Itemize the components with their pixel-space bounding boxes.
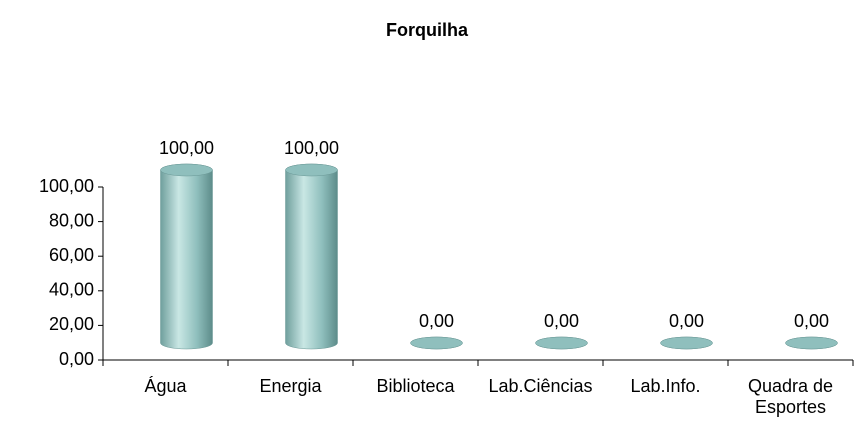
x-tick-label: Lab.Info.	[630, 376, 701, 396]
data-label: 100,00	[284, 138, 339, 158]
y-tick-label: 20,00	[49, 314, 94, 334]
y-tick-label: 0,00	[59, 349, 94, 369]
bar-top	[285, 163, 338, 177]
bar	[160, 163, 213, 350]
data-label: 0,00	[794, 311, 829, 331]
data-label: 0,00	[544, 311, 579, 331]
bar-top	[785, 336, 838, 350]
bar-top	[160, 163, 213, 177]
y-tick-label: 40,00	[49, 280, 94, 300]
x-tick-label: Quadra de Esportes	[747, 376, 834, 417]
bar-top	[535, 336, 588, 350]
bar	[285, 163, 338, 350]
bar-top	[410, 336, 463, 350]
chart-title: Forquilha	[386, 20, 469, 40]
data-label: 0,00	[419, 311, 454, 331]
y-tick-label: 80,00	[49, 210, 94, 230]
data-label: 0,00	[669, 311, 704, 331]
bar-top	[660, 336, 713, 350]
y-tick-label: 60,00	[49, 245, 94, 265]
y-tick-label: 100,00	[39, 176, 94, 196]
x-tick-label: Água	[144, 376, 187, 396]
x-tick-label: Energia	[259, 376, 322, 396]
x-tick-label: Biblioteca	[376, 376, 455, 396]
x-tick-label: Lab.Ciências	[488, 376, 593, 396]
data-label: 100,00	[159, 138, 214, 158]
